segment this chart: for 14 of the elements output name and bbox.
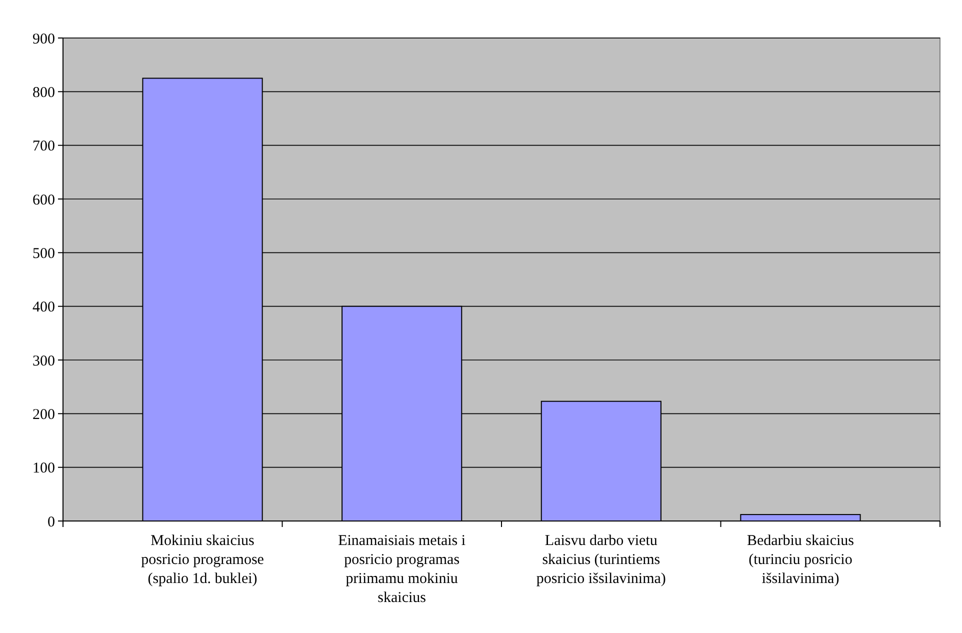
x-tick-label: Einamaisiais metais i posricio programas priimamu mokiniu skaicius <box>338 533 466 606</box>
y-tick-label: 800 <box>32 84 55 101</box>
x-tick-label: Mokiniu skaicius posricio programose (spalio 1d. buklei) <box>141 533 264 587</box>
y-tick-label: 400 <box>32 300 55 316</box>
y-tick-label: 700 <box>32 138 55 155</box>
y-tick-label: 300 <box>32 353 55 370</box>
y-tick-label: 100 <box>32 460 55 477</box>
y-tick-label: 600 <box>32 192 55 208</box>
y-tick-label: 500 <box>32 246 55 262</box>
y-tick-label: 900 <box>32 31 55 48</box>
x-tick-label: Bedarbiu skaicius (turinciu posricio išsilavinima) <box>746 533 854 587</box>
x-tick-label: Laisvu darbo vietu skaicius (turintiems posricio išsilavinima) <box>536 533 666 587</box>
y-tick-label: 200 <box>32 406 55 423</box>
y-tick-label: 0 <box>48 514 55 530</box>
